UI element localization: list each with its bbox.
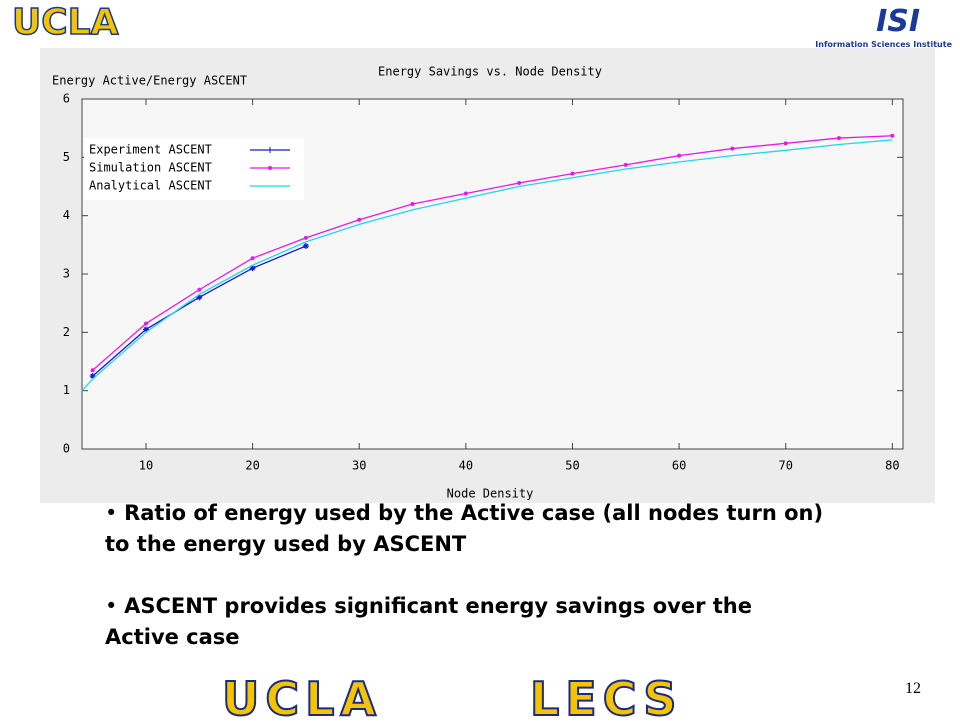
- data-point: [890, 133, 895, 138]
- bullet: ASCENT provides significant energy savin…: [105, 591, 825, 653]
- x-tick-label: 80: [885, 459, 899, 473]
- y-tick-label: 5: [63, 150, 70, 164]
- chart-title: Energy Savings vs. Node Density: [378, 65, 602, 79]
- ucla-logo: UCLA: [11, 1, 119, 44]
- y-tick-label: 1: [63, 383, 70, 397]
- data-point: [410, 202, 415, 206]
- series-line: [81, 139, 893, 392]
- data-point: [303, 235, 308, 240]
- y-tick-label: 6: [63, 92, 70, 106]
- footer-logo: LECS: [529, 671, 683, 726]
- bullet-list: Ratio of energy used by the Active case …: [105, 498, 825, 684]
- y-tick-label: 2: [63, 325, 70, 339]
- footer-logo: UCLA: [221, 671, 383, 726]
- data-point: [142, 326, 149, 333]
- y-tick-label: 0: [63, 442, 70, 456]
- legend-label: Experiment ASCENT: [89, 143, 212, 157]
- isi-logo: ISI: [876, 4, 920, 39]
- data-point: [783, 141, 788, 146]
- legend-marker: [267, 147, 273, 153]
- x-tick-label: 30: [352, 459, 366, 473]
- chart: Energy Savings vs. Node Density Energy A…: [40, 48, 935, 503]
- slide-number: 12: [905, 680, 921, 697]
- x-tick-label: 20: [245, 459, 259, 473]
- x-tick-label: 40: [459, 459, 473, 473]
- x-tick-label: 60: [672, 459, 686, 473]
- y-axis-label: Energy Active/Energy ASCENT: [52, 74, 247, 88]
- data-point: [623, 162, 628, 167]
- x-axis-label: Node Density: [447, 487, 534, 501]
- legend-label: Simulation ASCENT: [89, 161, 212, 175]
- y-tick-label: 3: [63, 267, 70, 281]
- x-tick-label: 50: [565, 459, 579, 473]
- data-point: [517, 181, 522, 185]
- data-point: [89, 373, 96, 380]
- x-tick-label: 10: [139, 459, 153, 473]
- data-point: [302, 243, 309, 249]
- data-point: [196, 294, 203, 301]
- isi-caption: Information Sciences Institute: [815, 40, 952, 49]
- data-point: [143, 321, 148, 326]
- y-tick-label: 4: [63, 208, 70, 222]
- legend-marker: [268, 166, 272, 170]
- data-point: [250, 256, 255, 261]
- data-point: [677, 153, 682, 158]
- series-line: [92, 135, 893, 371]
- legend-box: [84, 138, 304, 200]
- data-point: [357, 217, 362, 222]
- data-point: [249, 265, 256, 272]
- data-point: [90, 368, 95, 373]
- data-point: [463, 191, 468, 196]
- data-point: [730, 146, 735, 151]
- legend-label: Analytical ASCENT: [89, 179, 212, 193]
- data-point: [570, 171, 575, 176]
- data-point: [197, 287, 202, 292]
- bullet: Ratio of energy used by the Active case …: [105, 498, 825, 560]
- data-point: [837, 136, 842, 141]
- x-tick-label: 70: [778, 459, 792, 473]
